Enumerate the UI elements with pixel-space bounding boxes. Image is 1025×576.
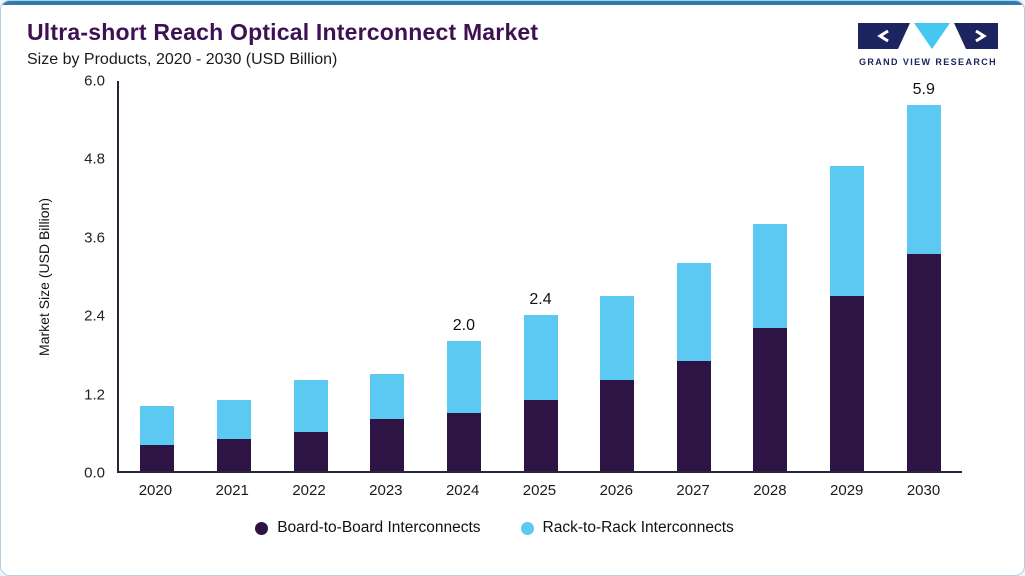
bar-segment-rack-to-rack xyxy=(523,315,558,400)
chart: Market Size (USD Billion) 0.0 1.2 2.4 3.6 4.… xyxy=(1,73,1024,537)
bar-segment-board-to-board xyxy=(600,380,635,471)
bar-segment-board-to-board xyxy=(676,360,711,471)
bar-segment-rack-to-rack xyxy=(370,373,405,419)
y-tick-label: 3.6 xyxy=(84,229,105,247)
bar-segment-board-to-board xyxy=(830,295,865,471)
bar-segment-rack-to-rack xyxy=(140,406,175,445)
bar-segment-board-to-board xyxy=(523,399,558,471)
y-tick-label: 1.2 xyxy=(84,386,105,404)
y-tick-label: 6.0 xyxy=(84,72,105,90)
y-tick-label: 2.4 xyxy=(84,307,105,325)
legend-label-rack: Rack-to-Rack Interconnects xyxy=(542,519,734,536)
x-axis-labels: 2020 2021 2022 2023 2024 2025 2026 2027 2028 2029… xyxy=(117,482,962,499)
bar-segment-rack-to-rack xyxy=(293,380,328,432)
x-tick-label: 2021 xyxy=(215,482,249,499)
legend-dot-rack-icon xyxy=(520,521,534,535)
bar-segment-rack-to-rack xyxy=(216,399,251,439)
y-axis-label-cell: Market Size (USD Billion) xyxy=(27,81,61,473)
x-tick-label: 2030 xyxy=(906,482,941,499)
y-axis-ticks: 0.0 1.2 2.4 3.6 4.8 6.0 xyxy=(61,73,117,482)
legend-item-rack: Rack-to-Rack Interconnects xyxy=(520,519,734,537)
bar-group: 2.4 xyxy=(502,81,579,471)
x-tick-label: 2028 xyxy=(753,482,787,499)
y-tick-label: 4.8 xyxy=(84,150,105,168)
page-subtitle: Size by Products, 2020 - 2030 (USD Billi… xyxy=(27,51,338,68)
x-tick-label: 2026 xyxy=(599,482,633,499)
bar-group xyxy=(579,81,656,471)
bar-group xyxy=(119,81,196,471)
bar-segment-rack-to-rack xyxy=(906,105,941,254)
header: Ultra-short Reach Optical Interconnect M… xyxy=(1,5,1024,73)
bar-segment-board-to-board xyxy=(446,412,481,471)
bar-total-label: 2.4 xyxy=(529,291,552,308)
bar-group xyxy=(809,81,886,471)
bar-segment-rack-to-rack xyxy=(830,165,865,296)
x-tick-label: 2027 xyxy=(676,482,710,499)
x-tick-label: 2024 xyxy=(445,482,480,499)
bar-segment-board-to-board xyxy=(753,328,788,471)
bar-total-label: 2.0 xyxy=(452,317,475,334)
bar-segment-board-to-board xyxy=(216,438,251,471)
bar-segment-board-to-board xyxy=(293,432,328,471)
x-tick-label: 2020 xyxy=(138,482,173,499)
x-tick-label: 2022 xyxy=(292,482,326,499)
legend-dot-board-icon xyxy=(255,521,269,535)
bar-group: 2.0 xyxy=(426,81,503,471)
legend-label-board: Board-to-Board Interconnects xyxy=(277,519,481,536)
bar-group xyxy=(272,81,349,471)
bar-segment-rack-to-rack xyxy=(600,295,635,380)
top-accent-line xyxy=(1,1,1024,5)
bar-segment-rack-to-rack xyxy=(676,263,711,361)
header-titles: Ultra-short Reach Optical Interconnect M… xyxy=(27,19,538,69)
bar-segment-board-to-board xyxy=(370,419,405,471)
bar-group: 5.9 xyxy=(885,81,962,471)
plot-area: 2.0 2.4 5.9 xyxy=(117,81,962,473)
bar-segment-board-to-board xyxy=(140,445,175,471)
bar-segment-board-to-board xyxy=(906,253,941,471)
bar-group xyxy=(349,81,426,471)
gvr-logo-icon xyxy=(858,23,998,49)
x-tick-label: 2029 xyxy=(830,482,864,499)
gvr-logo: GRAND VIEW RESEARCH xyxy=(858,19,998,67)
bar-group xyxy=(655,81,732,471)
y-axis-label: Market Size (USD Billion) xyxy=(36,198,52,356)
bar-segment-rack-to-rack xyxy=(753,224,788,328)
x-tick-label: 2025 xyxy=(522,482,557,499)
legend-item-board: Board-to-Board Interconnects xyxy=(255,519,481,537)
x-tick-label: 2023 xyxy=(369,482,403,499)
y-tick-label: 0.0 xyxy=(84,464,105,482)
gvr-logo-text: GRAND VIEW RESEARCH xyxy=(858,57,998,67)
page-title: Ultra-short Reach Optical Interconnect M… xyxy=(27,19,539,45)
bar-group xyxy=(196,81,273,471)
bar-segment-rack-to-rack xyxy=(446,341,481,413)
bar-group xyxy=(732,81,809,471)
legend: Board-to-Board Interconnects Rack-to-Rac… xyxy=(27,519,962,537)
bar-total-label: 5.9 xyxy=(912,81,935,98)
